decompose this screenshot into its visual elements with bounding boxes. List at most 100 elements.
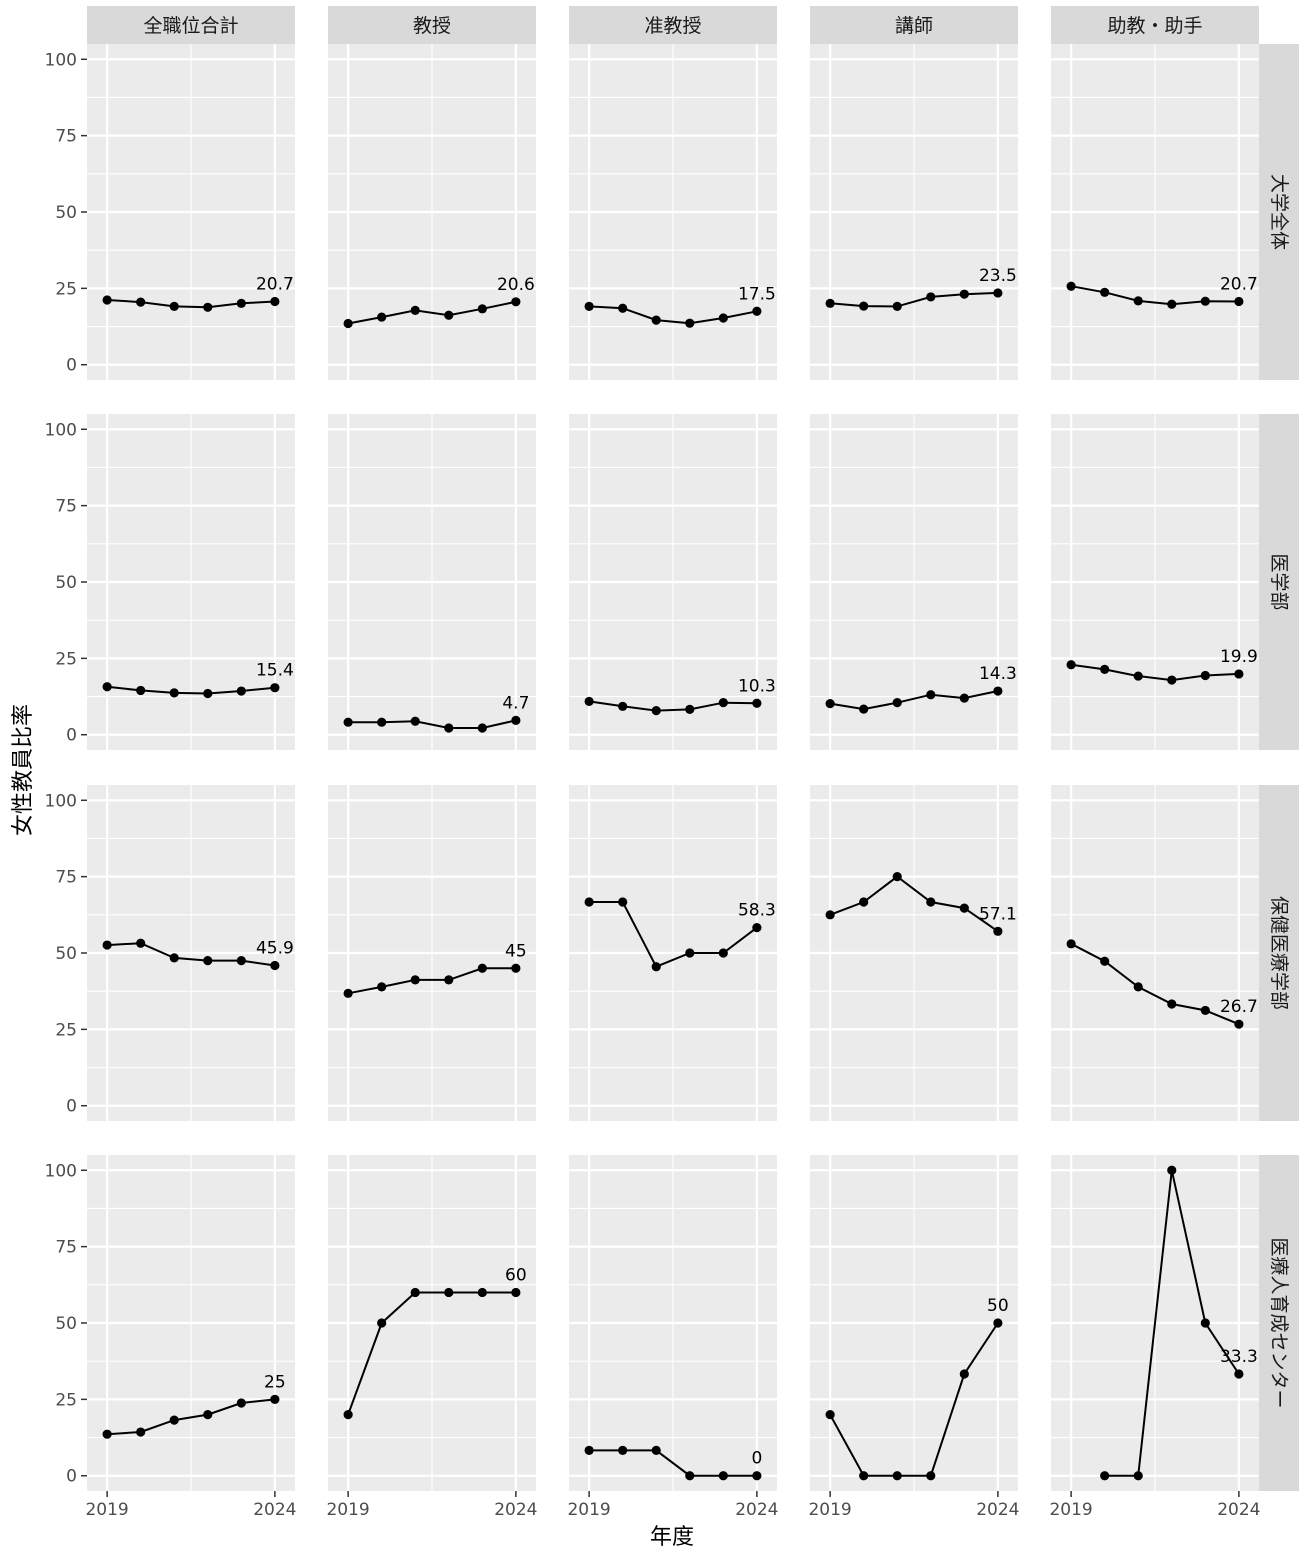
series-line — [107, 942, 276, 967]
x-tick-label: 2024 — [1217, 1500, 1260, 1520]
data-point — [651, 705, 661, 716]
data-point — [410, 305, 420, 315]
row-strip — [1259, 785, 1299, 1121]
data-point — [752, 1471, 762, 1481]
data-point — [1200, 1005, 1210, 1016]
data-point — [651, 1445, 661, 1455]
series-line — [589, 901, 758, 968]
series-line — [588, 700, 757, 712]
data-point — [169, 953, 179, 963]
y-tick-label: 75 — [55, 127, 77, 147]
data-point — [169, 688, 179, 698]
column-strip-label: 助教・助手 — [1107, 15, 1202, 37]
series-line — [829, 690, 999, 711]
data-point — [1167, 299, 1177, 309]
data-point — [718, 948, 728, 958]
data-point — [926, 1471, 936, 1481]
data-point — [1100, 287, 1110, 297]
series-line — [1070, 663, 1239, 682]
data-point — [584, 1445, 594, 1455]
panel: 57.1 — [810, 785, 1018, 1121]
row-strip — [1259, 414, 1299, 750]
data-point — [859, 704, 869, 714]
data-point — [993, 686, 1003, 696]
y-tick-label: 100 — [45, 791, 77, 811]
y-tick-label: 75 — [55, 1238, 77, 1258]
y-axis-title: 女性教員比率 — [11, 704, 36, 836]
data-point — [477, 1287, 487, 1298]
data-point — [477, 723, 487, 733]
series-line — [348, 719, 517, 729]
data-point — [926, 292, 936, 302]
series-line — [347, 300, 517, 325]
data-point — [618, 1445, 628, 1455]
row-strip — [1259, 1155, 1299, 1491]
y-tick-label: 100 — [45, 1161, 77, 1181]
panel: 33.3 — [1051, 1155, 1259, 1491]
panel: 19.9 — [1051, 414, 1259, 750]
data-label: 33.3 — [1220, 1347, 1258, 1367]
data-point — [169, 1415, 179, 1425]
data-point — [685, 948, 695, 958]
data-point — [102, 682, 112, 692]
data-point — [410, 975, 420, 985]
data-point — [892, 698, 902, 708]
series-line — [1070, 285, 1239, 306]
data-label: 26.7 — [1220, 997, 1258, 1017]
data-point — [752, 306, 762, 316]
data-point — [892, 872, 902, 882]
data-label: 4.7 — [502, 693, 529, 713]
data-point — [203, 956, 213, 966]
y-tick-label: 0 — [66, 1097, 77, 1117]
data-point — [203, 1410, 213, 1420]
panel: 17.5 — [569, 44, 777, 380]
data-point — [993, 1318, 1003, 1328]
data-point — [377, 1318, 387, 1328]
series-line — [347, 1291, 516, 1415]
column-strip-label: 教授 — [413, 15, 451, 37]
data-point — [377, 982, 387, 992]
data-point — [1167, 999, 1177, 1009]
x-tick-label: 2019 — [808, 1500, 851, 1520]
series-line — [106, 685, 275, 695]
row-strip-label: 医学部 — [1268, 553, 1290, 610]
series-line — [830, 291, 998, 308]
data-point — [1167, 1165, 1177, 1175]
y-tick-label: 50 — [55, 203, 77, 223]
data-point — [618, 701, 628, 711]
row-strip — [1259, 44, 1299, 380]
data-label: 17.5 — [738, 284, 776, 304]
y-tick-label: 50 — [55, 1314, 77, 1334]
data-label: 58.3 — [738, 901, 776, 921]
data-label: 60 — [505, 1265, 527, 1285]
data-point — [136, 685, 146, 696]
data-point — [136, 297, 146, 307]
x-tick-label: 2024 — [976, 1500, 1019, 1520]
data-point — [477, 304, 487, 314]
panel: 58.3 — [569, 785, 777, 1121]
data-label: 50 — [987, 1296, 1009, 1316]
data-label: 20.6 — [497, 275, 535, 295]
data-point — [511, 715, 521, 725]
panel: 15.4 — [87, 414, 295, 750]
data-point — [1066, 660, 1076, 670]
data-point — [444, 975, 454, 985]
y-tick-label: 25 — [55, 1020, 77, 1040]
panel: 4.7 — [328, 414, 536, 750]
data-point — [1133, 1471, 1143, 1481]
data-point — [618, 897, 628, 907]
data-point — [1133, 296, 1143, 306]
data-label: 15.4 — [256, 661, 294, 681]
data-label: 45 — [505, 941, 527, 961]
series-line — [589, 305, 758, 325]
data-label: 20.7 — [256, 274, 294, 294]
data-point — [410, 716, 420, 726]
x-tick-label: 2024 — [494, 1500, 537, 1520]
data-point — [1167, 675, 1177, 685]
data-point — [584, 301, 594, 311]
data-point — [859, 301, 869, 311]
data-point — [959, 693, 969, 703]
data-point — [102, 1429, 112, 1439]
panel: 45 — [328, 785, 536, 1121]
data-point — [685, 1471, 695, 1481]
